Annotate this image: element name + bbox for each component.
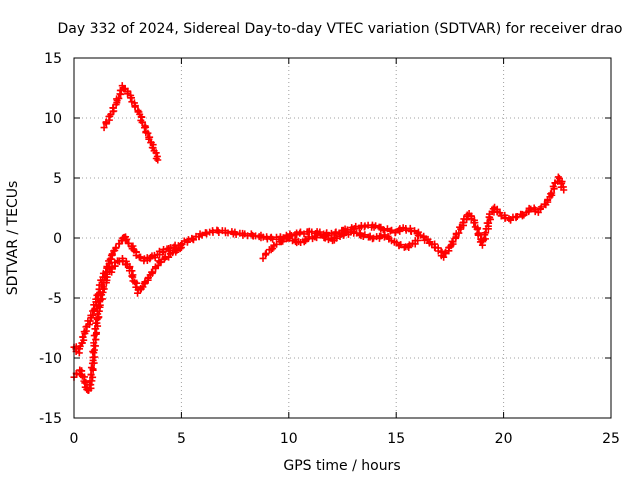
data-point bbox=[91, 353, 99, 361]
data-point bbox=[440, 253, 448, 261]
data-point bbox=[397, 241, 405, 249]
series-upper-segment bbox=[100, 82, 162, 164]
series-mid-segment bbox=[259, 228, 422, 262]
data-point bbox=[79, 333, 87, 341]
data-point bbox=[381, 231, 389, 239]
data-point bbox=[321, 234, 329, 242]
data-point bbox=[259, 254, 267, 262]
data-point bbox=[388, 226, 396, 234]
data-point bbox=[279, 237, 287, 245]
x-tick-label: 5 bbox=[177, 431, 186, 447]
data-point bbox=[224, 229, 232, 237]
x-tick-label: 25 bbox=[602, 431, 620, 447]
data-point bbox=[485, 219, 493, 227]
data-point bbox=[267, 246, 275, 254]
series-layer bbox=[70, 82, 568, 394]
data-point bbox=[313, 234, 321, 242]
data-point bbox=[560, 186, 568, 194]
data-point bbox=[377, 232, 385, 240]
data-point bbox=[372, 222, 380, 230]
data-point bbox=[93, 329, 101, 337]
chart-title: Day 332 of 2024, Sidereal Day-to-day VTE… bbox=[57, 21, 622, 37]
grid bbox=[74, 58, 611, 418]
y-axis-label: SDTVAR / TECUs bbox=[5, 181, 21, 296]
data-point bbox=[106, 255, 114, 263]
data-point bbox=[361, 231, 369, 239]
data-point bbox=[395, 226, 403, 234]
data-point bbox=[554, 173, 562, 181]
data-point bbox=[139, 118, 147, 126]
data-point bbox=[136, 254, 144, 262]
data-point bbox=[87, 364, 95, 372]
y-axis-ticks: -15 -10 -5 0 5 10 15 bbox=[39, 51, 611, 427]
y-tick-label: -5 bbox=[48, 291, 62, 307]
data-point bbox=[123, 235, 131, 243]
data-point bbox=[209, 228, 217, 236]
x-axis-label: GPS time / hours bbox=[283, 458, 400, 474]
data-point bbox=[548, 189, 556, 197]
x-axis-ticks: 0 5 10 15 20 25 bbox=[70, 58, 620, 447]
data-point bbox=[473, 225, 481, 233]
data-point bbox=[459, 219, 467, 227]
data-point bbox=[115, 94, 123, 102]
x-tick-label: 15 bbox=[387, 431, 405, 447]
x-tick-label: 10 bbox=[280, 431, 298, 447]
data-point bbox=[149, 268, 157, 276]
data-point bbox=[232, 231, 240, 239]
data-point bbox=[531, 208, 539, 216]
y-tick-label: -10 bbox=[39, 351, 62, 367]
data-point bbox=[152, 155, 160, 163]
data-point bbox=[332, 228, 340, 236]
data-point bbox=[277, 236, 285, 244]
data-point bbox=[502, 214, 510, 222]
data-point bbox=[262, 249, 270, 257]
y-tick-label: 0 bbox=[53, 231, 62, 247]
series-main bbox=[70, 173, 568, 357]
x-tick-label: 0 bbox=[70, 431, 79, 447]
data-point bbox=[269, 235, 277, 243]
data-point bbox=[141, 124, 149, 132]
data-point bbox=[474, 231, 482, 239]
series-lower-branch bbox=[70, 244, 185, 394]
y-tick-label: 5 bbox=[53, 171, 62, 187]
data-point bbox=[407, 227, 415, 235]
x-tick-label: 20 bbox=[495, 431, 513, 447]
data-point bbox=[414, 236, 422, 244]
data-point bbox=[128, 272, 136, 280]
data-point bbox=[131, 103, 139, 111]
y-tick-label: -15 bbox=[39, 411, 62, 427]
data-point bbox=[127, 94, 135, 102]
data-point bbox=[470, 219, 478, 227]
data-point bbox=[176, 245, 184, 253]
data-point bbox=[144, 129, 152, 137]
data-point bbox=[92, 319, 100, 327]
data-point bbox=[87, 370, 95, 378]
data-point bbox=[296, 228, 304, 236]
data-point bbox=[112, 244, 120, 252]
data-point bbox=[177, 244, 185, 252]
y-tick-label: 15 bbox=[44, 51, 62, 67]
data-point bbox=[139, 283, 147, 291]
data-point bbox=[154, 156, 162, 164]
data-point bbox=[134, 289, 142, 297]
y-tick-label: 10 bbox=[44, 111, 62, 127]
data-point bbox=[100, 124, 108, 132]
data-point bbox=[85, 321, 93, 329]
data-point bbox=[98, 295, 106, 303]
data-point bbox=[449, 238, 457, 246]
data-point bbox=[396, 225, 404, 233]
data-point bbox=[109, 104, 117, 112]
data-point bbox=[421, 236, 429, 244]
